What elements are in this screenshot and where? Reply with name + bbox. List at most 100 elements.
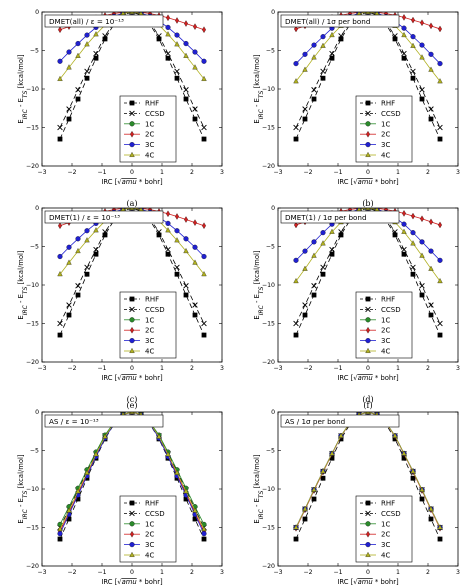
x-tick-label: 3 — [220, 569, 224, 576]
y-tick-label: −10 — [26, 486, 39, 493]
data-point — [410, 42, 416, 48]
data-point — [329, 251, 335, 257]
panel-title: DMET(all) / ε = 10⁻¹³ — [49, 17, 124, 26]
data-point — [165, 24, 171, 30]
data-point — [438, 221, 442, 229]
data-point — [348, 0, 353, 4]
legend-label: 1C — [145, 316, 154, 324]
data-point — [329, 50, 335, 57]
data-point — [428, 116, 434, 122]
legend-label: 3C — [381, 141, 390, 149]
data-point — [419, 496, 425, 502]
x-tick-label: 0 — [130, 365, 134, 372]
data-point — [329, 31, 335, 38]
data-point — [57, 332, 63, 338]
data-point — [175, 213, 179, 220]
legend-box — [119, 95, 177, 163]
data-point — [293, 320, 299, 327]
y-tick-label: −5 — [266, 448, 275, 455]
data-point — [75, 292, 81, 298]
data-point — [419, 54, 425, 60]
x-tick-label: 3 — [456, 569, 460, 576]
x-tick-label: 3 — [220, 169, 224, 176]
data-point — [365, 551, 371, 557]
data-point — [183, 96, 189, 102]
data-point — [93, 251, 99, 257]
data-point — [66, 116, 72, 122]
data-point — [428, 248, 434, 254]
data-point — [183, 236, 189, 242]
y-tick-label: −15 — [26, 525, 39, 532]
data-point — [66, 64, 72, 70]
series-line-3c — [59, 208, 205, 257]
data-point — [419, 252, 425, 258]
legend-label: CCSD — [381, 510, 401, 518]
data-point — [57, 525, 63, 531]
data-point — [165, 246, 171, 253]
data-point — [165, 50, 171, 57]
data-point — [192, 516, 198, 522]
data-point — [57, 271, 63, 277]
y-tick-label: −15 — [26, 321, 39, 328]
data-point — [329, 228, 335, 234]
data-point — [293, 78, 299, 84]
data-point — [102, 36, 108, 42]
title-box — [44, 210, 164, 224]
x-tick-label: −2 — [67, 169, 76, 176]
data-point — [294, 221, 298, 229]
data-point — [294, 25, 298, 33]
series-line-3c — [59, 12, 205, 62]
data-point — [401, 31, 407, 38]
x-tick-label: 0 — [366, 365, 370, 372]
y-tick-label: 0 — [35, 409, 39, 416]
x-axis-label: IRC [√amu * bohr] — [101, 178, 163, 186]
data-point — [75, 41, 81, 47]
series-line-rhf — [59, 12, 205, 140]
x-tick-label: 2 — [190, 365, 194, 372]
data-point — [428, 516, 434, 522]
y-axis-label: EIRC - ETS [kcal/mol] — [253, 250, 265, 319]
legend-label: RHF — [381, 100, 395, 108]
panel-caption: (c) — [127, 395, 138, 404]
data-point — [192, 106, 198, 112]
data-point — [302, 312, 308, 318]
data-point — [311, 42, 317, 48]
data-point — [201, 136, 207, 142]
data-point — [311, 87, 317, 93]
x-tick-label: −3 — [37, 169, 46, 176]
series-line-3c — [295, 12, 441, 64]
data-point — [112, 0, 117, 4]
legend-label: 1C — [381, 316, 390, 324]
data-point — [437, 257, 443, 263]
data-point — [329, 450, 335, 456]
panel-caption: (e) — [127, 401, 138, 410]
y-tick-label: −5 — [266, 48, 275, 55]
data-point — [129, 142, 135, 148]
data-point — [130, 326, 134, 334]
series-line-rhf — [295, 412, 441, 540]
data-point — [293, 278, 299, 284]
data-point — [129, 412, 135, 414]
legend-label: 1C — [145, 120, 154, 128]
y-tick-label: −15 — [262, 321, 275, 328]
data-point — [174, 228, 180, 234]
data-point — [75, 96, 81, 102]
title-box — [280, 414, 400, 428]
data-point — [174, 32, 180, 38]
x-tick-label: −1 — [333, 169, 342, 176]
data-point — [183, 87, 189, 93]
legend-box — [355, 291, 413, 359]
data-point — [121, 7, 126, 12]
data-point — [165, 451, 171, 457]
x-tick-label: 1 — [160, 365, 164, 372]
data-point — [428, 265, 434, 271]
y-tick-label: −20 — [26, 359, 39, 366]
data-point — [302, 516, 308, 522]
x-tick-label: 2 — [426, 169, 430, 176]
data-point — [93, 55, 99, 61]
data-point — [129, 121, 135, 127]
data-point — [320, 475, 326, 481]
legend: RHF CCSD 1C 2C 3C 4C — [119, 291, 177, 359]
